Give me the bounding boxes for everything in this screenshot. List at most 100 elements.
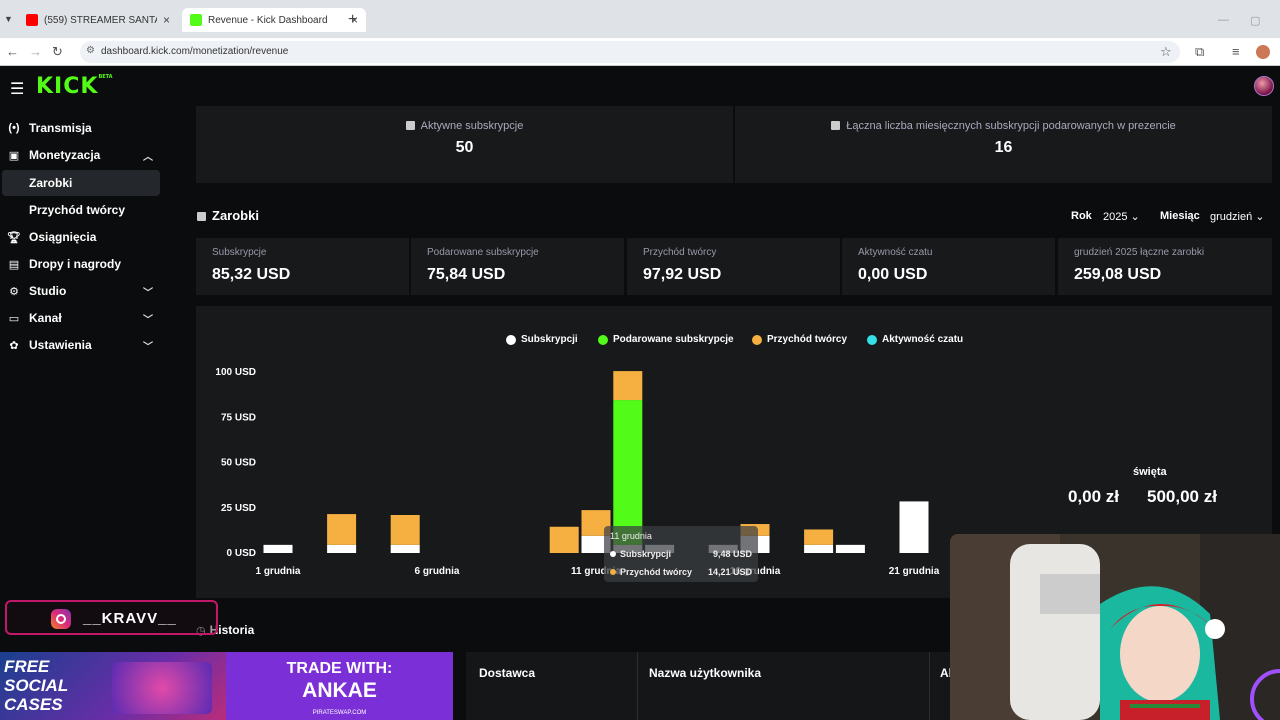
url-field[interactable]: ⚙ dashboard.kick.com/monetization/revenu… <box>80 41 1180 63</box>
active-subs-label-row: Aktywne subskrypcje <box>196 120 733 132</box>
legend-dot <box>867 334 877 345</box>
goal-target: 500,00 zł <box>1147 487 1217 506</box>
earnings-bar-chart: 100 USD 75 USD 50 USD 25 USD 0 USD 1 grudnia 6… <box>215 367 939 577</box>
close-tab-icon[interactable]: × <box>162 13 170 27</box>
sidebar-item-transmisja[interactable]: (•) Transmisja <box>0 115 170 141</box>
sidebar-subitem-zarobki[interactable]: Zarobki <box>2 170 160 196</box>
reload-icon[interactable]: ↻ <box>52 44 63 59</box>
back-icon[interactable]: ← <box>6 44 19 59</box>
extensions-icon[interactable]: ⧉ <box>1195 44 1205 59</box>
chart-bar-segment[interactable] <box>835 544 865 553</box>
close-tab-icon[interactable]: × <box>350 13 358 27</box>
metric-card-subscriptions: Subskrypcje 85,32 USD <box>196 238 409 295</box>
chevron-down-icon[interactable]: ﹀ <box>143 288 153 299</box>
legend-label: Subskrypcji <box>521 334 578 345</box>
sidebar-item-kanal[interactable]: ▭ Kanał ﹀ <box>0 305 170 331</box>
broadcast-icon: (•) <box>8 122 20 134</box>
site-info-icon[interactable]: ⚙ <box>86 45 95 56</box>
column-header[interactable]: Al <box>940 666 952 680</box>
sidebar-item-dropy[interactable]: ▤ Dropy i nagrody <box>0 251 170 277</box>
chart-icon <box>831 121 841 130</box>
sidebar-item-label: Kanał <box>29 311 62 325</box>
legend-item[interactable]: Podarowane subskrypcje <box>598 334 734 345</box>
instagram-handle: __KRAVV__ <box>83 610 177 627</box>
chart-bar-segment[interactable] <box>327 514 357 545</box>
metric-label: Podarowane subskrypcje <box>427 247 539 258</box>
chart-icon <box>405 121 415 130</box>
gifted-subs-label-row: Łączna liczba miesięcznych subskrypcji p… <box>735 120 1272 132</box>
forward-icon[interactable]: → <box>29 44 42 59</box>
goal-label: święta <box>1133 466 1167 478</box>
metric-card-total: grudzień 2025 łączne zarobki 259,08 USD <box>1058 238 1272 295</box>
metric-label: Subskrypcje <box>212 247 267 258</box>
chart-bar-segment[interactable] <box>613 400 643 545</box>
x-tick-label: 11 grudnia <box>571 566 621 577</box>
maximize-icon[interactable]: ▢ <box>1250 15 1261 27</box>
sidebar-item-label: Monetyzacja <box>29 148 101 162</box>
column-header[interactable]: Dostawca <box>479 666 536 680</box>
sidebar-item-ustawienia[interactable]: ✿ Ustawienia ﹀ <box>0 332 170 358</box>
promo-left-text: FREE SOCIAL CASES <box>4 657 68 714</box>
metric-value: 75,84 USD <box>427 266 506 283</box>
active-subs-label: Aktywne subskrypcje <box>420 120 524 132</box>
sidebar-item-label: Dropy i nagrody <box>29 257 122 271</box>
chart-bar-segment[interactable] <box>899 501 929 553</box>
tooltip-row: Przychód twórcy 14,21 USD <box>610 567 752 577</box>
tooltip-row: Subskrypcji 9,48 USD <box>610 549 752 559</box>
year-select[interactable]: 2025 ⌄ <box>1103 210 1140 223</box>
instagram-icon <box>51 609 71 629</box>
trophy-icon: 🏆︎ <box>7 231 21 244</box>
browser-tab-active[interactable]: Revenue - Kick Dashboard × <box>182 8 366 32</box>
minimize-icon[interactable]: — <box>1218 14 1229 26</box>
promo-banner-right: TRADE WITH: ANKAE PIRATESWAP.COM <box>226 652 453 720</box>
legend-item[interactable]: Subskrypcji <box>506 334 578 345</box>
chevron-down-icon: ⌄ <box>1255 211 1265 223</box>
column-header[interactable]: Nazwa użytkownika <box>649 666 762 680</box>
chart-bar-segment[interactable] <box>804 544 834 553</box>
sidebar-item-monetyzacja[interactable]: ▣ Monetyzacja ︿ <box>0 142 170 168</box>
browser-tab[interactable]: (559) STREAMER SANTA | MUS × <box>18 8 178 32</box>
legend-dot <box>506 334 516 345</box>
sidebar-subitem-przychod-tworcy[interactable]: Przychód twórcy <box>2 197 160 223</box>
clock-icon: ◷ <box>196 625 206 637</box>
profile-avatar[interactable] <box>1256 45 1270 59</box>
month-select[interactable]: grudzień ⌄ <box>1210 210 1264 223</box>
gifted-subs-card: Łączna liczba miesięcznych subskrypcji p… <box>735 106 1272 183</box>
chart-bar-segment[interactable] <box>804 529 834 545</box>
sidebar-item-osiagniecia[interactable]: 🏆︎ Osiągnięcia <box>0 224 170 250</box>
chart-bar-segment[interactable] <box>613 371 643 401</box>
kick-logo[interactable]: KICKBETA <box>36 74 113 99</box>
chart-bar-segment[interactable] <box>581 535 611 553</box>
tooltip-dot <box>610 569 616 575</box>
chart-bar-segment[interactable] <box>390 544 420 553</box>
chevron-down-icon[interactable]: ﹀ <box>143 342 153 353</box>
y-tick-label: 75 USD <box>221 412 256 423</box>
chevron-up-icon[interactable]: ︿ <box>143 152 153 163</box>
new-tab-icon[interactable]: + <box>348 11 358 28</box>
promo-box-image <box>112 662 212 714</box>
metric-label: grudzień 2025 łączne zarobki <box>1074 247 1205 258</box>
promo-right-line1: TRADE WITH: <box>286 660 393 677</box>
chart-bar-segment[interactable] <box>390 514 420 545</box>
promo-right-line2: ANKAE <box>302 679 377 702</box>
chevron-down-icon[interactable]: ﹀ <box>143 315 153 326</box>
sidebar-item-label: Zarobki <box>29 176 73 190</box>
active-subs-value: 50 <box>455 139 474 156</box>
month-label: Miesiąc <box>1160 210 1200 222</box>
legend-item[interactable]: Przychód twórcy <box>752 334 847 345</box>
chart-bar-segment[interactable] <box>263 544 293 553</box>
gifted-subs-value: 16 <box>994 139 1013 156</box>
column-divider <box>637 652 638 720</box>
tooltip-dot <box>610 551 616 557</box>
chart-bar-segment[interactable] <box>549 526 579 553</box>
legend-item[interactable]: Aktywność czatu <box>867 334 963 345</box>
tab-search-icon[interactable]: ▼ <box>4 14 13 24</box>
user-avatar[interactable] <box>1254 76 1274 96</box>
metric-card-gifted: Podarowane subskrypcje 75,84 USD <box>411 238 624 295</box>
metric-card-creator-revenue: Przychód twórcy 97,92 USD <box>627 238 840 295</box>
chart-bar-segment[interactable] <box>327 544 357 553</box>
reading-list-icon[interactable]: ≡ <box>1232 44 1240 59</box>
menu-icon[interactable]: ☰ <box>10 81 25 98</box>
bookmark-star-icon[interactable]: ☆ <box>1160 44 1172 59</box>
sidebar-item-studio[interactable]: ⚙ Studio ﹀ <box>0 278 170 304</box>
